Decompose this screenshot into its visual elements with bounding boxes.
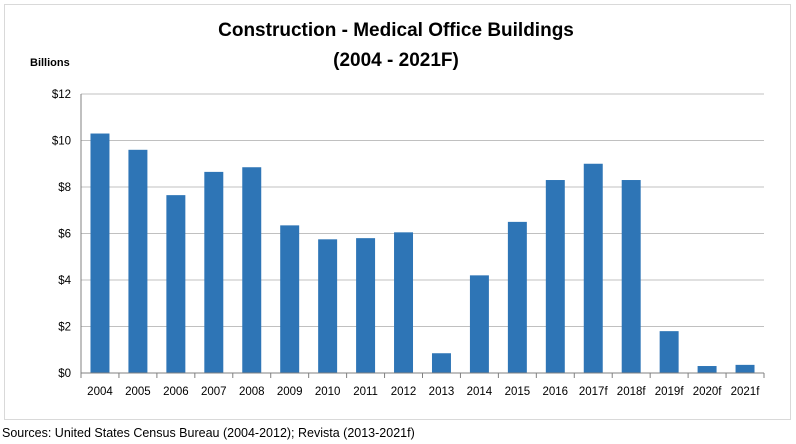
x-tick-label: 2017f — [579, 386, 609, 398]
bar-2004 — [90, 133, 110, 373]
bar-2016 — [545, 180, 565, 373]
x-tick-label: 2008 — [239, 386, 265, 398]
bar-2012 — [394, 232, 414, 373]
bar-2005 — [128, 149, 148, 373]
bar-chart: Construction - Medical Office Buildings … — [30, 20, 765, 398]
x-tick-label: 2015 — [505, 386, 531, 398]
bar-2008 — [242, 167, 262, 373]
bar-2014 — [469, 275, 489, 373]
bar-2019f — [659, 331, 679, 373]
x-tick-label: 2005 — [125, 386, 151, 398]
bar-2018f — [621, 180, 641, 373]
x-tick-label: 2012 — [391, 386, 417, 398]
bar-2011 — [356, 238, 376, 373]
x-tick-labels: 2004 2005 2006 2007 2008 2009 2010 2011 2012 2013… — [87, 386, 760, 398]
chart-title-line-1: Construction - Medical Office Buildings — [218, 20, 574, 41]
y-tick-label: $6 — [58, 229, 71, 241]
x-tick-label: 2004 — [87, 386, 113, 398]
bar-2010 — [318, 239, 338, 373]
x-tick-label: 2006 — [163, 386, 189, 398]
x-tick-label: 2016 — [543, 386, 569, 398]
gridlines — [81, 93, 764, 327]
x-tick-label: 2007 — [201, 386, 227, 398]
chart-title-line-2: (2004 - 2021F) — [333, 50, 459, 71]
y-tick-label: $8 — [58, 182, 71, 194]
x-tick-label: 2020f — [693, 386, 723, 398]
x-tick-label: 2013 — [429, 386, 455, 398]
y-tick-label: $0 — [58, 368, 71, 380]
x-tick-label: 2014 — [467, 386, 493, 398]
bar-2013 — [431, 353, 451, 373]
y-tick-label: $10 — [52, 136, 71, 148]
x-tick-label: 2009 — [277, 386, 303, 398]
x-tick-label: 2018f — [617, 386, 647, 398]
bar-2007 — [204, 171, 224, 373]
bar-2021f — [735, 364, 755, 373]
y-tick-label: $2 — [58, 322, 71, 334]
y-tick-label: $12 — [52, 89, 71, 101]
bar-2006 — [166, 195, 186, 373]
y-tick-labels: $0 $2 $4 $6 $8 $10 $12 — [52, 89, 72, 380]
x-tick-label: 2019f — [655, 386, 685, 398]
source-note: Sources: United States Census Bureau (20… — [2, 426, 415, 440]
bar-2020f — [697, 366, 717, 373]
x-tick-label: 2021f — [731, 386, 761, 398]
bar-2017f — [583, 163, 603, 373]
bar-2015 — [507, 221, 527, 373]
axes — [80, 94, 765, 378]
bars — [90, 133, 755, 373]
y-axis-unit-label: Billions — [30, 57, 70, 69]
y-tick-label: $4 — [58, 275, 71, 287]
x-tick-label: 2010 — [315, 386, 341, 398]
x-tick-label: 2011 — [353, 386, 378, 398]
bar-2009 — [280, 225, 300, 373]
